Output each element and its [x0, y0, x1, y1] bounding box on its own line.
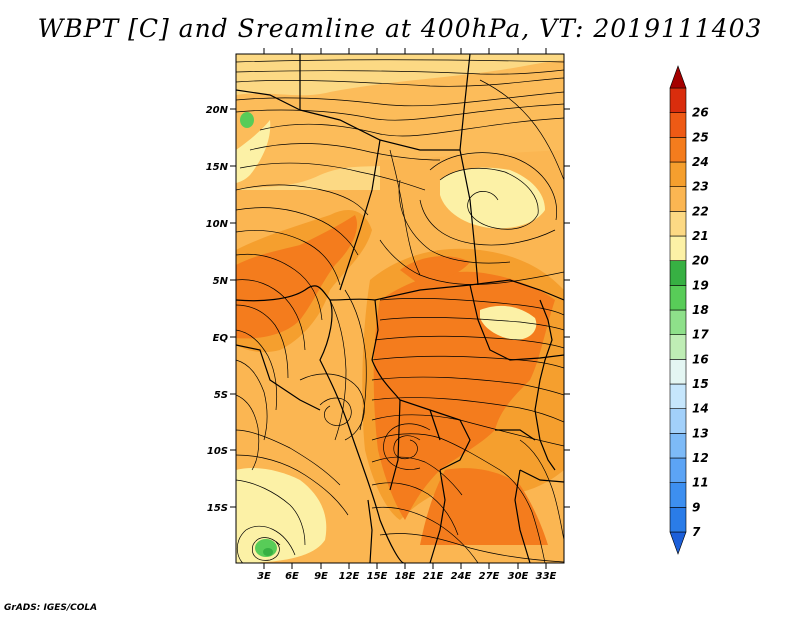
lat-label-5s: 5S [214, 390, 228, 401]
colorbar-segment [669, 186, 687, 212]
colorbar-segment [669, 334, 687, 360]
lon-label-3e: 3E [257, 571, 271, 582]
lat-label-eq: EQ [213, 333, 229, 344]
colorbar-label: 22 [692, 204, 709, 218]
colorbar-segments [669, 65, 687, 555]
lon-label-18e: 18E [395, 571, 416, 582]
lon-label-9e: 9E [314, 571, 328, 582]
colorbar-label: 23 [692, 180, 709, 194]
colorbar-segment [669, 211, 687, 237]
map-frame [235, 53, 565, 564]
lon-label-12e: 12E [339, 571, 360, 582]
lat-label-15n: 15N [206, 162, 229, 173]
colorbar-label: 25 [692, 130, 709, 144]
colorbar-label: 15 [692, 377, 709, 391]
lat-label-10n: 10N [206, 219, 229, 230]
colorbar-segment [669, 235, 687, 261]
colorbar-segment [669, 137, 687, 163]
lat-axis: 20N 15N 10N 5N EQ 5S 10S 15S [206, 105, 570, 514]
colorbar-label: 26 [692, 106, 709, 120]
colorbar-label: 9 [692, 500, 700, 514]
colorbar-segment [669, 87, 687, 113]
lon-label-30e: 30E [508, 571, 529, 582]
colorbar-segment [669, 112, 687, 138]
colorbar-label: 24 [692, 155, 709, 169]
colorbar-label: 16 [692, 352, 709, 366]
lon-label-27e: 27E [479, 571, 500, 582]
lat-label-5n: 5N [213, 276, 229, 287]
lon-label-33e: 33E [536, 571, 557, 582]
colorbar-segment [669, 260, 687, 286]
colorbar-label: 11 [692, 476, 709, 490]
wbpt-field [236, 54, 564, 563]
colorbar-label: 19 [692, 278, 709, 292]
colorbar-label: 7 [692, 525, 701, 539]
lon-label-24e: 24E [451, 571, 472, 582]
colorbar-label: 20 [692, 254, 709, 268]
colorbar-segment [669, 309, 687, 335]
colorbar-label: 12 [692, 451, 709, 465]
colorbar-label: 14 [692, 402, 709, 416]
colorbar-labels: 7 9 11 12 13 14 15 16 17 18 19 20 21 22 23 24 25 26 [692, 106, 709, 539]
colorbar-segment [669, 383, 687, 409]
colorbar-segment [669, 161, 687, 187]
colorbar-segment [669, 457, 687, 483]
lon-axis: 3E 6E 9E 12E 15E 18E 21E 24E 27E 30E 33E [257, 48, 557, 582]
colorbar-segment [669, 359, 687, 385]
colorbar-segment [669, 408, 687, 434]
colorbar-bottom-triangle [669, 531, 687, 555]
colorbar-segment [669, 482, 687, 508]
lat-label-20n: 20N [206, 105, 229, 116]
colorbar-top-triangle [669, 65, 687, 89]
footer-credit: GrADS: IGES/COLA [4, 603, 98, 613]
streamlines [236, 59, 564, 563]
colorbar-label: 13 [692, 426, 709, 440]
colorbar-label: 18 [692, 303, 709, 317]
colorbar-segment [669, 285, 687, 311]
colorbar-segment [669, 433, 687, 459]
colorbar-label: 21 [692, 229, 709, 243]
colorbar-segment [669, 507, 687, 533]
lon-label-6e: 6E [285, 571, 299, 582]
lat-label-15s: 15S [207, 503, 228, 514]
lat-label-10s: 10S [207, 446, 228, 457]
lon-label-21e: 21E [423, 571, 444, 582]
lon-label-15e: 15E [367, 571, 388, 582]
colorbar-label: 17 [692, 328, 709, 342]
map-title: WBPT [C] and Sreamline at 400hPa, VT: 20… [37, 14, 763, 43]
